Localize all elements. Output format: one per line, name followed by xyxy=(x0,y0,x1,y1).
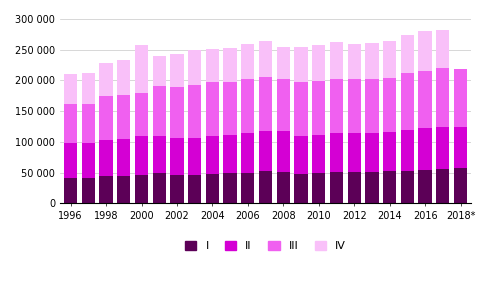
Bar xyxy=(418,31,432,71)
Bar xyxy=(64,74,77,104)
Bar xyxy=(312,45,326,81)
Bar xyxy=(295,47,308,82)
Bar xyxy=(365,43,379,79)
Bar xyxy=(276,172,290,204)
Bar xyxy=(365,172,379,204)
Bar xyxy=(99,140,113,176)
Bar xyxy=(365,79,379,133)
Bar xyxy=(383,132,396,172)
Bar xyxy=(117,95,131,140)
Bar xyxy=(223,48,237,82)
Bar xyxy=(454,168,467,204)
Bar xyxy=(401,130,414,171)
Bar xyxy=(241,173,254,204)
Bar xyxy=(436,30,449,68)
Bar xyxy=(206,174,219,204)
Bar xyxy=(312,173,326,204)
Bar xyxy=(241,79,254,133)
Bar xyxy=(348,43,361,79)
Bar xyxy=(276,131,290,172)
Bar xyxy=(135,137,148,175)
Bar xyxy=(330,42,343,79)
Bar xyxy=(82,73,95,104)
Bar xyxy=(99,96,113,140)
Bar xyxy=(153,56,166,86)
Bar xyxy=(312,135,326,173)
Bar xyxy=(135,175,148,204)
Bar xyxy=(82,104,95,143)
Bar xyxy=(348,172,361,204)
Bar xyxy=(436,127,449,169)
Bar xyxy=(223,82,237,135)
Bar xyxy=(170,175,184,204)
Bar xyxy=(64,178,77,204)
Bar xyxy=(170,54,184,87)
Bar xyxy=(223,135,237,173)
Bar xyxy=(117,176,131,204)
Bar xyxy=(365,133,379,172)
Bar xyxy=(259,41,272,77)
Bar xyxy=(401,171,414,204)
Bar xyxy=(64,143,77,178)
Bar xyxy=(170,138,184,175)
Bar xyxy=(436,68,449,127)
Bar xyxy=(188,85,201,138)
Bar xyxy=(383,41,396,78)
Bar xyxy=(383,172,396,204)
Bar xyxy=(295,174,308,204)
Bar xyxy=(330,133,343,172)
Bar xyxy=(436,169,449,204)
Bar xyxy=(312,81,326,135)
Bar xyxy=(383,78,396,132)
Bar xyxy=(401,35,414,73)
Bar xyxy=(330,172,343,204)
Bar xyxy=(64,104,77,143)
Bar xyxy=(188,175,201,204)
Bar xyxy=(206,136,219,174)
Bar xyxy=(153,137,166,173)
Bar xyxy=(454,69,467,127)
Bar xyxy=(348,133,361,172)
Bar xyxy=(295,136,308,174)
Bar xyxy=(330,79,343,133)
Bar xyxy=(188,50,201,85)
Bar xyxy=(223,173,237,204)
Bar xyxy=(418,128,432,170)
Bar xyxy=(170,87,184,138)
Bar xyxy=(454,127,467,168)
Bar xyxy=(276,47,290,79)
Bar xyxy=(117,140,131,176)
Bar xyxy=(241,43,254,79)
Bar xyxy=(135,93,148,137)
Bar xyxy=(206,82,219,136)
Bar xyxy=(153,86,166,137)
Bar xyxy=(348,79,361,133)
Bar xyxy=(153,173,166,204)
Bar xyxy=(135,45,148,93)
Bar xyxy=(276,79,290,131)
Bar xyxy=(259,77,272,131)
Bar xyxy=(82,178,95,204)
Bar xyxy=(241,133,254,173)
Legend: I, II, III, IV: I, II, III, IV xyxy=(181,237,350,255)
Bar xyxy=(259,172,272,204)
Bar xyxy=(295,82,308,136)
Bar xyxy=(259,131,272,172)
Bar xyxy=(206,49,219,82)
Bar xyxy=(188,138,201,175)
Bar xyxy=(99,63,113,96)
Bar xyxy=(82,143,95,178)
Bar xyxy=(401,73,414,130)
Bar xyxy=(418,71,432,128)
Bar xyxy=(418,170,432,204)
Bar xyxy=(117,59,131,95)
Bar xyxy=(99,176,113,204)
